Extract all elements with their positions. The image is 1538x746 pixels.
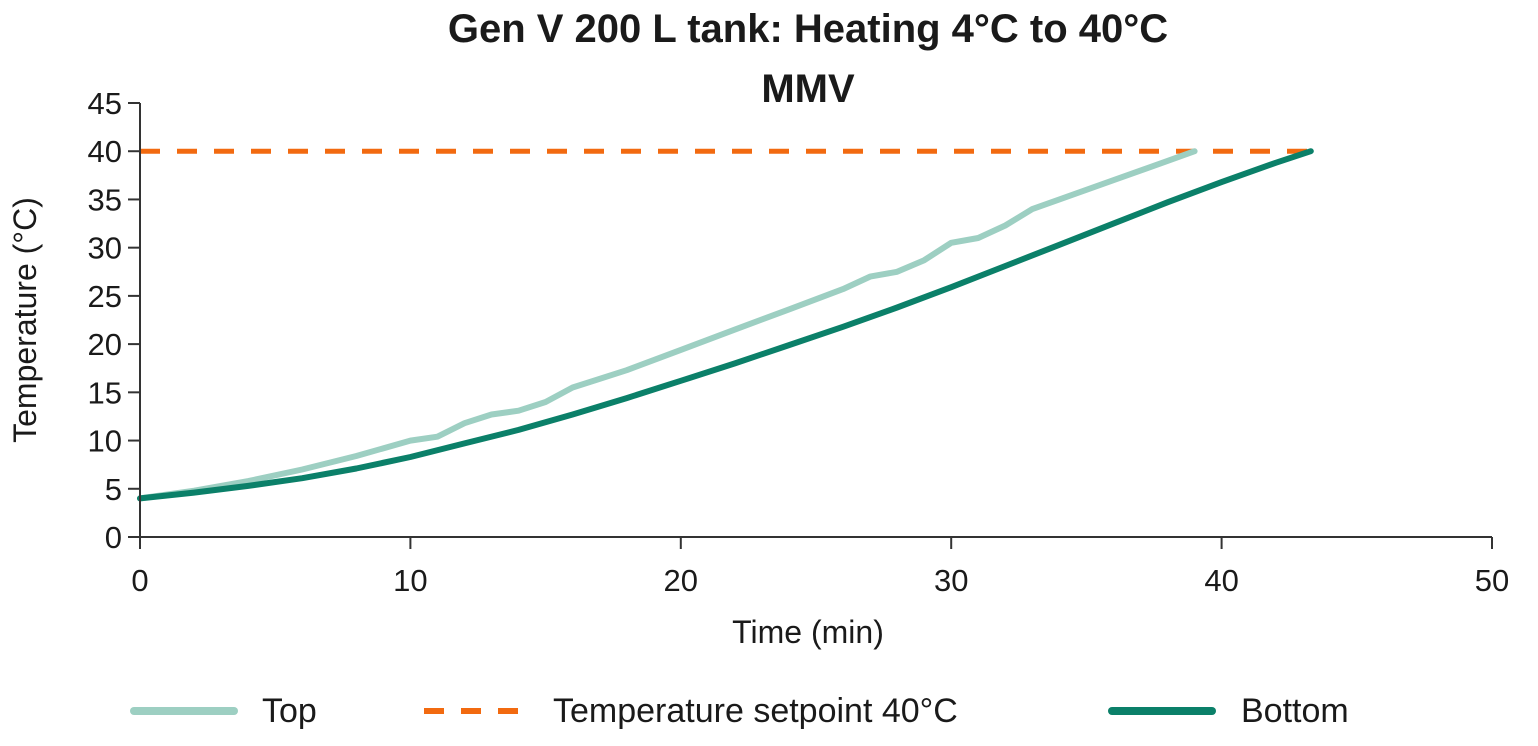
plot-area	[137, 148, 1317, 502]
y-tick-label: 5	[105, 472, 122, 507]
y-tick-label: 25	[88, 279, 122, 314]
series-line-top	[137, 148, 1198, 502]
x-tick-label: 40	[1204, 563, 1238, 598]
y-tick-label: 40	[88, 134, 122, 169]
axes	[128, 102, 1493, 549]
legend: Top Temperature setpoint 40°C Bottom	[130, 692, 1349, 730]
y-tick-label: 15	[88, 375, 122, 410]
chart-title: Gen V 200 L tank: Heating 4°C to 40°C	[448, 7, 1168, 51]
legend-label-setpoint: Temperature setpoint 40°C	[553, 692, 958, 730]
x-tick-label: 10	[393, 563, 427, 598]
tick-labels: 0 5 10 15 20 25 30 35 40 45 0 10 20 30 40 50	[88, 86, 1510, 598]
y-axis-label: Temperature (°C)	[7, 197, 43, 443]
legend-label-bottom: Bottom	[1241, 692, 1349, 730]
x-tick-label: 50	[1475, 563, 1509, 598]
x-tick-label: 0	[131, 563, 148, 598]
y-tick-label: 45	[88, 86, 122, 121]
x-tick-label: 30	[934, 563, 968, 598]
x-tick-label: 20	[664, 563, 698, 598]
chart-subtitle: MMV	[761, 67, 855, 111]
y-tick-label: 35	[88, 182, 122, 217]
y-tick-label: 10	[88, 424, 122, 459]
legend-label-top: Top	[262, 692, 317, 730]
y-tick-label: 30	[88, 231, 122, 266]
y-tick-label: 20	[88, 327, 122, 362]
x-axis-label: Time (min)	[732, 614, 884, 650]
y-tick-label: 0	[105, 520, 122, 555]
series-line-bottom	[137, 148, 1314, 502]
